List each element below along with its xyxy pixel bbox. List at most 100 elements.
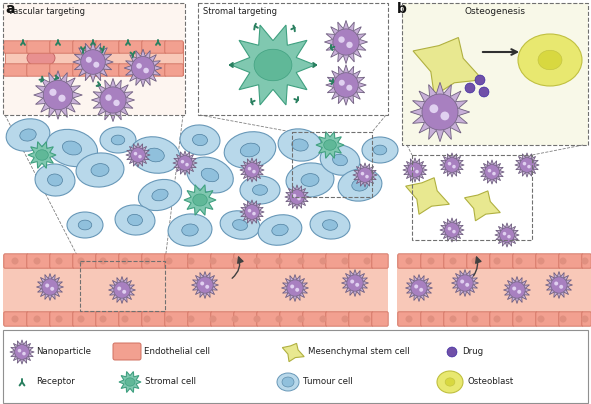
FancyBboxPatch shape [536,254,560,268]
Circle shape [582,257,589,265]
Circle shape [422,94,458,130]
Polygon shape [353,163,377,187]
Circle shape [488,169,491,173]
FancyBboxPatch shape [490,254,514,268]
Ellipse shape [445,378,455,386]
Circle shape [419,288,423,292]
FancyBboxPatch shape [27,254,51,268]
Circle shape [77,257,85,265]
Ellipse shape [202,168,219,182]
Circle shape [178,156,193,170]
Circle shape [537,257,544,265]
FancyBboxPatch shape [257,312,281,326]
Polygon shape [410,82,470,142]
Circle shape [472,316,479,322]
Circle shape [509,282,525,298]
Circle shape [144,316,151,322]
Circle shape [165,316,173,322]
FancyBboxPatch shape [96,64,120,76]
Circle shape [320,316,326,322]
Circle shape [347,275,363,291]
Ellipse shape [76,153,124,187]
Circle shape [554,282,558,286]
FancyBboxPatch shape [113,343,141,360]
Polygon shape [515,153,539,177]
Circle shape [86,57,92,63]
FancyBboxPatch shape [513,254,537,268]
Circle shape [522,162,526,166]
Circle shape [59,95,66,102]
FancyBboxPatch shape [73,64,97,76]
Ellipse shape [6,119,50,151]
Circle shape [15,345,30,360]
FancyBboxPatch shape [234,312,258,326]
Polygon shape [405,274,433,301]
Ellipse shape [282,377,294,387]
Polygon shape [413,38,483,96]
FancyBboxPatch shape [326,254,350,268]
Ellipse shape [241,143,259,157]
FancyBboxPatch shape [165,254,189,268]
Circle shape [114,282,130,298]
Circle shape [363,316,371,322]
FancyBboxPatch shape [73,254,97,268]
Circle shape [452,165,456,168]
FancyBboxPatch shape [444,254,468,268]
FancyBboxPatch shape [50,254,74,268]
Circle shape [293,194,296,198]
Circle shape [290,189,304,204]
Ellipse shape [193,194,207,206]
Polygon shape [240,158,264,182]
Ellipse shape [338,169,382,201]
FancyBboxPatch shape [188,254,212,268]
FancyBboxPatch shape [421,312,445,326]
Circle shape [131,147,145,162]
Ellipse shape [47,129,98,166]
Polygon shape [480,160,504,184]
FancyBboxPatch shape [326,312,350,326]
Circle shape [499,227,514,242]
FancyBboxPatch shape [96,312,120,326]
Circle shape [105,95,112,101]
Polygon shape [452,269,479,297]
Polygon shape [465,191,501,221]
Circle shape [350,280,354,284]
Polygon shape [10,340,34,364]
Ellipse shape [111,135,125,145]
Ellipse shape [254,49,292,81]
Circle shape [493,316,501,322]
Circle shape [457,275,473,291]
Circle shape [22,352,26,356]
Ellipse shape [138,179,181,210]
Polygon shape [92,78,135,122]
Circle shape [465,283,469,287]
FancyBboxPatch shape [119,64,143,76]
FancyBboxPatch shape [372,254,388,268]
Circle shape [248,167,251,170]
Circle shape [134,152,137,156]
FancyBboxPatch shape [188,312,212,326]
Polygon shape [231,25,315,105]
Ellipse shape [125,378,135,386]
Circle shape [122,316,128,322]
Circle shape [187,316,194,322]
Polygon shape [495,223,519,247]
FancyBboxPatch shape [211,254,235,268]
FancyBboxPatch shape [280,254,304,268]
Circle shape [358,168,372,182]
Circle shape [560,257,567,265]
Text: Osteogenesis: Osteogenesis [465,7,525,16]
Polygon shape [126,143,150,167]
Circle shape [197,277,213,293]
Polygon shape [440,218,464,242]
FancyBboxPatch shape [73,41,97,53]
Circle shape [297,316,304,322]
Circle shape [50,89,57,96]
FancyBboxPatch shape [142,254,166,268]
Polygon shape [34,71,82,119]
Circle shape [472,257,479,265]
Circle shape [93,62,99,68]
Circle shape [333,29,359,55]
Polygon shape [124,49,162,87]
Circle shape [138,155,142,158]
